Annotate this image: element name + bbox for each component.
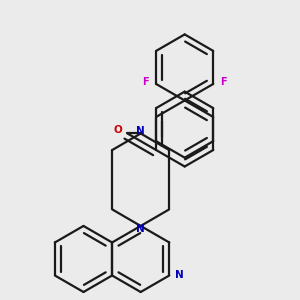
Text: N: N: [136, 224, 144, 234]
Text: N: N: [175, 271, 184, 281]
Text: N: N: [136, 126, 144, 136]
Text: F: F: [220, 77, 227, 87]
Text: O: O: [114, 125, 123, 135]
Text: F: F: [142, 77, 149, 87]
